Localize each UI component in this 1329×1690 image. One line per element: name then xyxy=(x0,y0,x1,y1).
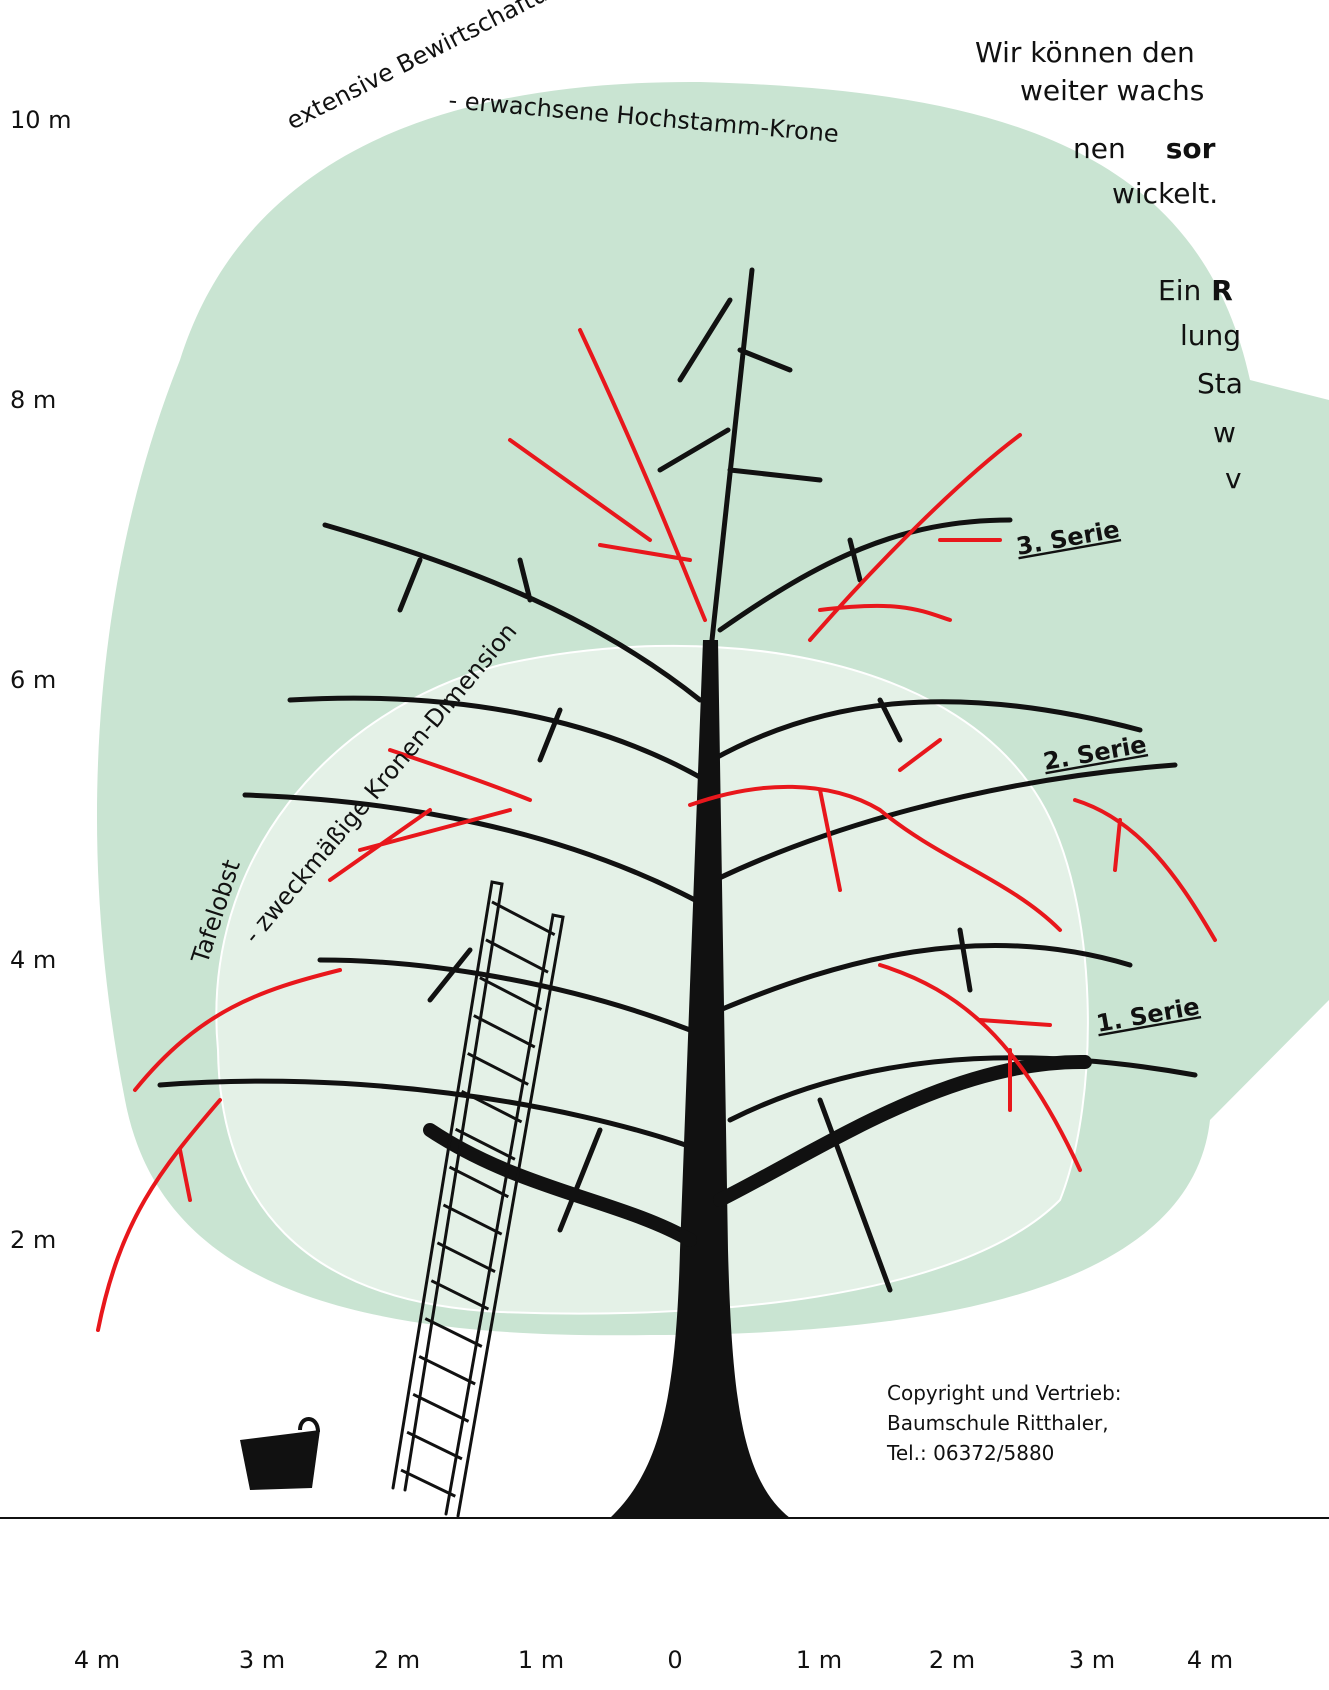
width-scale: 4 m 3 m 2 m 1 m 0 1 m 2 m 3 m 4 m xyxy=(74,1646,1233,1674)
intro-line: lung xyxy=(1180,319,1241,352)
intro-text: w xyxy=(1213,416,1236,449)
copyright: Copyright und Vertrieb: Baumschule Rittha… xyxy=(886,1381,1122,1465)
copyright-line: Tel.: 06372/5880 xyxy=(886,1441,1054,1465)
intro-text: Sta xyxy=(1197,367,1243,400)
height-label: 4 m xyxy=(10,946,56,974)
intro-text: Ein xyxy=(1158,274,1201,307)
intro-text: nen xyxy=(1073,132,1126,165)
intro-text: v xyxy=(1225,462,1242,495)
intro-bold: sor xyxy=(1166,132,1216,165)
width-label: 2 m xyxy=(929,1646,975,1674)
intro-text: weiter wachs xyxy=(1020,74,1204,107)
intro-line: wickelt. xyxy=(1112,177,1218,210)
width-label: 3 m xyxy=(1069,1646,1115,1674)
ladder-rung xyxy=(419,1356,475,1384)
basket xyxy=(240,1419,320,1490)
height-label: 8 m xyxy=(10,386,56,414)
height-scale: 10 m 8 m 6 m 4 m 2 m xyxy=(10,106,72,1254)
width-label: 3 m xyxy=(239,1646,285,1674)
intro-line: weiter wachs xyxy=(1020,74,1204,107)
width-label: 4 m xyxy=(74,1646,120,1674)
copyright-line: Baumschule Ritthaler, xyxy=(887,1411,1109,1435)
height-label: 10 m xyxy=(10,106,72,134)
intro-line: nen sor xyxy=(1073,132,1216,165)
ladder-rung xyxy=(407,1432,462,1459)
intro-text: wickelt. xyxy=(1112,177,1218,210)
intro-line: Ein R xyxy=(1158,274,1233,307)
width-label: 4 m xyxy=(1187,1646,1233,1674)
width-label: 2 m xyxy=(374,1646,420,1674)
intro-bold: R xyxy=(1211,274,1233,307)
width-label: 1 m xyxy=(796,1646,842,1674)
intro-line: Wir können den xyxy=(975,36,1195,69)
intro-line: Sta xyxy=(1197,367,1243,400)
intro-line: v xyxy=(1225,462,1242,495)
illustration: extensive Bewirtschaftung - erwachsene H… xyxy=(0,0,1329,1690)
ladder-rung xyxy=(413,1394,468,1421)
intro-text: Wir können den xyxy=(975,36,1195,69)
height-label: 2 m xyxy=(10,1226,56,1254)
copyright-line: Copyright und Vertrieb: xyxy=(887,1381,1122,1405)
height-label: 6 m xyxy=(10,666,56,694)
inner-crown xyxy=(216,646,1088,1314)
intro-line: w xyxy=(1213,416,1236,449)
intro-text: lung xyxy=(1180,319,1241,352)
width-label: 1 m xyxy=(518,1646,564,1674)
ladder-rung xyxy=(401,1470,455,1496)
width-label: 0 xyxy=(667,1646,682,1674)
